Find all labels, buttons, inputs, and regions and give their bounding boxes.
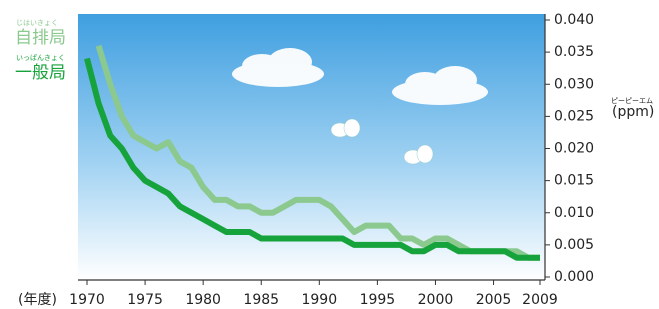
chart: (年度) (ppm) ピーピーエム 0.000 0.005 0.010 0.015 0.… bbox=[0, 0, 659, 309]
x-tick-label: 1985 bbox=[243, 292, 279, 308]
y-tick-label: 0.010 bbox=[554, 205, 594, 221]
y-tick-label: 0.035 bbox=[554, 44, 594, 60]
x-tick-label: 2005 bbox=[476, 292, 512, 308]
legend-label: 自排局 bbox=[15, 28, 66, 48]
y-tick-label: 0.020 bbox=[554, 141, 594, 157]
x-axis-label: (年度) bbox=[18, 292, 57, 308]
y-tick-label: 0.000 bbox=[554, 269, 594, 285]
x-tick-label: 1990 bbox=[301, 292, 337, 308]
y-tick-label: 0.040 bbox=[554, 12, 594, 28]
y-unit: (ppm) bbox=[612, 104, 654, 120]
x-tick-label: 2009 bbox=[522, 292, 558, 308]
legend-label: 一般局 bbox=[15, 63, 66, 83]
x-tick-label: 1995 bbox=[360, 292, 396, 308]
x-tick-label: 1975 bbox=[127, 292, 163, 308]
y-tick-label: 0.030 bbox=[554, 76, 594, 92]
y-tick-label: 0.025 bbox=[554, 108, 594, 124]
legend-ruby: いっぱんきょく bbox=[16, 54, 65, 62]
y-unit-ruby: ピーピーエム bbox=[611, 97, 653, 105]
x-tick-label: 2000 bbox=[418, 292, 454, 308]
legend-ruby: じはいきょく bbox=[16, 19, 58, 27]
x-tick-label: 1970 bbox=[69, 292, 105, 308]
x-tick-label: 1980 bbox=[185, 292, 221, 308]
y-tick-label: 0.015 bbox=[554, 173, 594, 189]
y-tick-label: 0.005 bbox=[554, 237, 594, 253]
